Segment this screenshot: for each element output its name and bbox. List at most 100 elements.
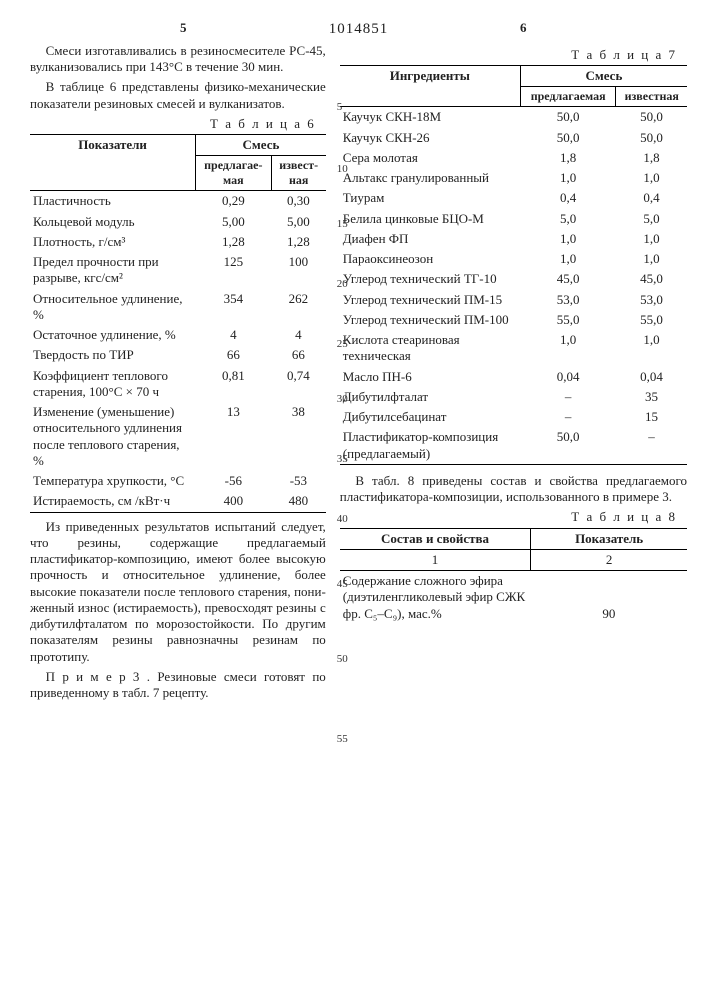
table-cell: 13 xyxy=(196,402,271,471)
table-cell: Дибутилсебацинат xyxy=(340,407,521,427)
table-cell: 262 xyxy=(271,289,326,326)
table-cell: 66 xyxy=(271,345,326,365)
table-cell: 55,0 xyxy=(616,310,687,330)
t8-row1-a: Содержание сложного эфира (диэтиленгли­к… xyxy=(340,571,531,624)
line-number: 30 xyxy=(337,393,348,407)
right-column: 510152025303540455055 Т а б л и ц а 7 Ин… xyxy=(340,43,687,706)
table-cell: 0,4 xyxy=(520,188,616,208)
table-cell: 100 xyxy=(271,252,326,289)
table-cell: Углерод техничес­кий ПМ-15 xyxy=(340,290,521,310)
line-number: 5 xyxy=(337,101,343,115)
table-cell: 0,29 xyxy=(196,191,271,212)
table-cell: Предел прочности при разрыве, кгс/см² xyxy=(30,252,196,289)
col-mark-5: 5 xyxy=(180,20,187,36)
t7-head-b: извест­ная xyxy=(616,87,687,107)
table-cell: Сера молотая xyxy=(340,148,521,168)
para-3: Из приведенных результатов испыта­ний сл… xyxy=(30,519,326,665)
table-cell: 5,0 xyxy=(616,209,687,229)
table-cell: 53,0 xyxy=(616,290,687,310)
table-cell: 1,0 xyxy=(616,168,687,188)
table6-caption: Т а б л и ц а 6 xyxy=(30,116,316,132)
line-number: 45 xyxy=(337,578,348,592)
table-cell: 0,4 xyxy=(616,188,687,208)
table-cell: Тиурам xyxy=(340,188,521,208)
table-cell: Углерод техничес­кий ПМ-100 xyxy=(340,310,521,330)
table-cell: – xyxy=(520,407,616,427)
table-cell: 55,0 xyxy=(520,310,616,330)
t7-head-a: предлагае­мая xyxy=(520,87,616,107)
table-cell: Твердость по ТИР xyxy=(30,345,196,365)
table7-caption: Т а б л и ц а 7 xyxy=(340,47,677,63)
left-column: Смеси изготавливались в резиносме­сителе… xyxy=(30,43,326,706)
table-cell: 4 xyxy=(196,325,271,345)
line-number: 15 xyxy=(337,218,348,232)
table-cell: 5,00 xyxy=(196,212,271,232)
table-cell: Коэффициент теплово­го старения, 100°С ×… xyxy=(30,366,196,403)
line-number: 55 xyxy=(337,733,348,747)
table-cell: Диафен ФП xyxy=(340,229,521,249)
table-cell: 50,0 xyxy=(520,128,616,148)
table-cell: 5,0 xyxy=(520,209,616,229)
table-cell: 1,0 xyxy=(520,249,616,269)
table-cell: 480 xyxy=(271,491,326,512)
table-cell: 1,0 xyxy=(616,229,687,249)
table-cell: Дибутилфталат xyxy=(340,387,521,407)
table-cell: 0,30 xyxy=(271,191,326,212)
table-cell: Истираемость, см /кВт·ч xyxy=(30,491,196,512)
t8-head-1: Состав и свойства xyxy=(340,528,531,549)
table-cell: Каучук СКН-18М xyxy=(340,107,521,128)
table-cell: 1,0 xyxy=(520,229,616,249)
line-number: 40 xyxy=(337,513,348,527)
table-cell: Масло ПН-6 xyxy=(340,367,521,387)
t6-head-b: извест­ная xyxy=(271,156,326,191)
table-cell: 0,74 xyxy=(271,366,326,403)
table-8: Состав и свойства Показатель 1 2 Содержа… xyxy=(340,528,687,624)
table-cell: Альтакс гранулирован­ный xyxy=(340,168,521,188)
table-cell: 125 xyxy=(196,252,271,289)
table8-caption: Т а б л и ц а 8 xyxy=(340,509,677,525)
table-cell: 1,0 xyxy=(616,330,687,367)
para-5: В табл. 8 приведены состав и свойст­ва п… xyxy=(340,473,687,506)
line-number: 25 xyxy=(337,338,348,352)
table-cell: Каучук СКН-26 xyxy=(340,128,521,148)
t6-head-ind: Показатели xyxy=(30,135,196,191)
table-cell: 5,00 xyxy=(271,212,326,232)
table-6: Показатели Смесь предлагае­мая извест­на… xyxy=(30,134,326,513)
table-cell: Относительное удлине­ние, % xyxy=(30,289,196,326)
table-cell: Кольцевой модуль xyxy=(30,212,196,232)
table-cell: 35 xyxy=(616,387,687,407)
line-number: 20 xyxy=(337,278,348,292)
table-cell: Остаточное удлине­ние, % xyxy=(30,325,196,345)
table-cell: 53,0 xyxy=(520,290,616,310)
table-cell: 1,28 xyxy=(196,232,271,252)
table-cell: 66 xyxy=(196,345,271,365)
table-cell: 1,0 xyxy=(520,168,616,188)
table-cell: 1,0 xyxy=(520,330,616,367)
t8-head-2: Показатель xyxy=(531,528,687,549)
table-cell: 400 xyxy=(196,491,271,512)
table-cell: -56 xyxy=(196,471,271,491)
table-cell: 45,0 xyxy=(520,269,616,289)
line-number: 35 xyxy=(337,453,348,467)
table-cell: 50,0 xyxy=(520,107,616,128)
line-number: 50 xyxy=(337,653,348,667)
t7-head-mix: Смесь xyxy=(520,66,687,87)
t7-head-ing: Ингредиенты xyxy=(340,66,521,107)
para-1: Смеси изготавливались в резиносме­сителе… xyxy=(30,43,326,76)
t8-sub-1: 1 xyxy=(340,549,531,570)
line-number: 10 xyxy=(337,163,348,177)
t8-row1-b: 90 xyxy=(531,571,687,624)
t6-head-a: предлагае­мая xyxy=(196,156,271,191)
table-cell: 50,0 xyxy=(616,107,687,128)
table-cell: 15 xyxy=(616,407,687,427)
table-cell: Углерод техничес­кий ТГ-10 xyxy=(340,269,521,289)
table-cell: Температура хрупко­сти, °С xyxy=(30,471,196,491)
table-cell: -53 xyxy=(271,471,326,491)
t8-sub-2: 2 xyxy=(531,549,687,570)
table-cell: 4 xyxy=(271,325,326,345)
t6-head-mix: Смесь xyxy=(196,135,326,156)
col-mark-6: 6 xyxy=(520,20,527,36)
para-2: В таблице 6 представлены физико-­механич… xyxy=(30,79,326,112)
table-cell: 45,0 xyxy=(616,269,687,289)
table-cell: 354 xyxy=(196,289,271,326)
